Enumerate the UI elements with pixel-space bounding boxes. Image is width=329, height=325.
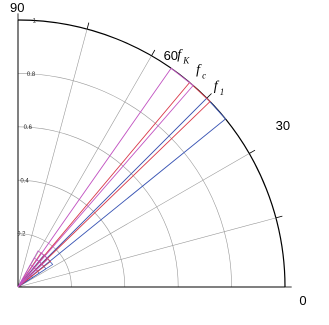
- series-label-subscript: K: [182, 55, 190, 65]
- series-layer: [17, 67, 227, 288]
- angular-tick: [249, 149, 256, 154]
- series-wedge: [17, 81, 211, 288]
- angular-grid-line: [17, 153, 250, 288]
- angular-tick-label: 60: [164, 48, 178, 63]
- angular-tick: [206, 93, 212, 99]
- radial-tick-label: 0.4: [20, 178, 29, 184]
- angular-tick: [86, 22, 90, 30]
- angular-tick-label: 0: [299, 293, 306, 308]
- series-k: [17, 67, 194, 288]
- angular-tick: [151, 49, 156, 56]
- series-label-subscript: c: [202, 70, 206, 80]
- angular-grid-line: [17, 29, 88, 288]
- series-c: [17, 81, 211, 288]
- angular-tick-label: 30: [276, 118, 290, 133]
- radial-tick-label: 1: [33, 18, 37, 24]
- series-1: [17, 97, 227, 288]
- angular-tick-label: 90: [10, 0, 24, 15]
- series-label: f: [196, 62, 202, 77]
- series-lobe: [17, 250, 49, 288]
- series-label-subscript: 1: [220, 87, 225, 97]
- angular-grid-line: [17, 55, 152, 288]
- series-label: f: [177, 47, 183, 62]
- series-wedge: [17, 67, 194, 288]
- angular-tick: [275, 215, 283, 219]
- series-wedge: [17, 97, 227, 288]
- radial-tick-label: 0.6: [24, 125, 33, 131]
- radial-tick-label: 0.8: [27, 72, 36, 78]
- radial-tick-label: 0.2: [17, 232, 26, 238]
- series-label: f: [214, 79, 220, 94]
- angular-grid-line: [17, 217, 276, 288]
